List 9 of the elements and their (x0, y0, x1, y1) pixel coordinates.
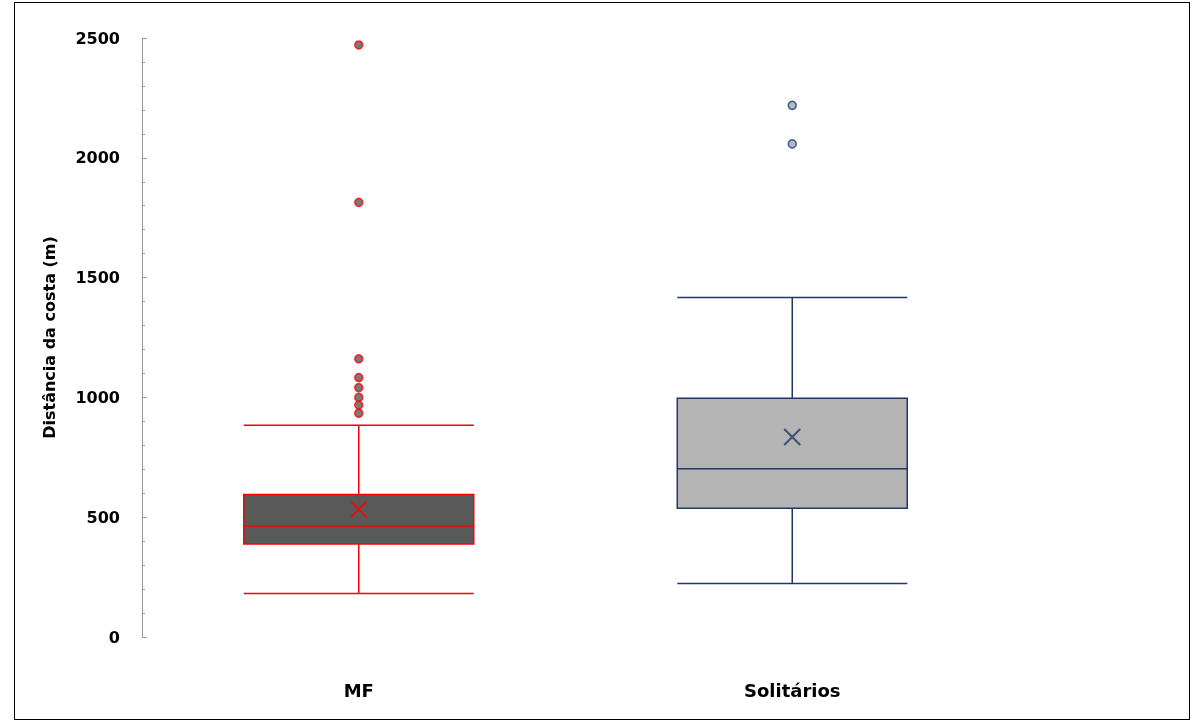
y-axis-title: Distância da costa (m) (39, 236, 59, 439)
y-tick-label: 1000 (75, 387, 120, 407)
y-tick-label: 2000 (75, 148, 120, 168)
y-tick-label: 1500 (75, 268, 120, 288)
y-tick-label: 500 (86, 507, 120, 527)
x-tick-label: MF (343, 679, 374, 701)
y-tick-label: 2500 (75, 28, 120, 48)
y-tick-label: 0 (108, 627, 120, 647)
x-tick-label: Solitários (743, 679, 841, 701)
